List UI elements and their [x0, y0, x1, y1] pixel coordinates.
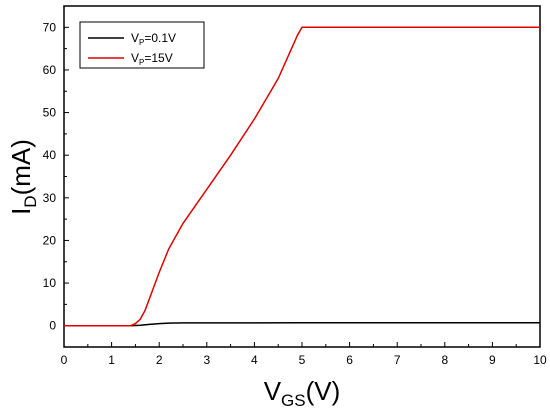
- x-tick-label: 6: [346, 353, 353, 367]
- legend: VP=0.1V VP=15V: [79, 21, 205, 69]
- legend-label-series-1: VP=0.1V: [131, 31, 176, 47]
- y-tick-label: 10: [43, 276, 57, 290]
- x-axis-title: VGS(V): [264, 376, 341, 410]
- y-tick-label: 30: [43, 191, 57, 205]
- y-tick-label: 70: [43, 20, 57, 34]
- x-tick-label: 9: [489, 353, 496, 367]
- x-tick-label: 5: [299, 353, 306, 367]
- legend-box: [79, 21, 205, 69]
- y-tick-label: 50: [43, 106, 57, 120]
- y-tick-label: 20: [43, 233, 57, 247]
- series-line-2: [64, 26, 540, 327]
- x-tick-label: 10: [533, 353, 547, 367]
- y-tick-label: 40: [43, 148, 57, 162]
- x-tick-label: 1: [108, 353, 115, 367]
- y-axis: 0 10 20 30 40 50 60 70: [43, 5, 69, 348]
- series-line-1: [64, 321, 540, 327]
- x-tick-label: 7: [394, 353, 401, 367]
- x-tick-label: 2: [156, 353, 163, 367]
- x-tick-label: 4: [251, 353, 258, 367]
- y-tick-label: 0: [49, 319, 56, 333]
- x-axis: 0 1 2 3 4 5 6 7 8 9 10: [61, 342, 547, 367]
- x-tick-label: 8: [441, 353, 448, 367]
- x-tick-label: 3: [203, 353, 210, 367]
- x-tick-label: 0: [61, 353, 68, 367]
- legend-label-series-2: VP=15V: [131, 51, 173, 67]
- y-axis-title: ID(mA): [6, 139, 40, 215]
- y-tick-label: 60: [43, 63, 57, 77]
- series-layer: [64, 26, 540, 327]
